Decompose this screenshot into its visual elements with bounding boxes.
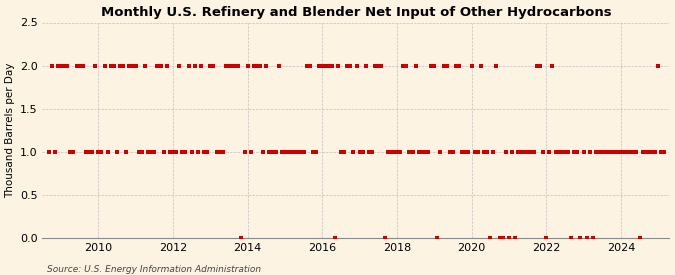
Y-axis label: Thousand Barrels per Day: Thousand Barrels per Day: [5, 63, 16, 198]
Text: Source: U.S. Energy Information Administration: Source: U.S. Energy Information Administ…: [47, 265, 261, 274]
Title: Monthly U.S. Refinery and Blender Net Input of Other Hydrocarbons: Monthly U.S. Refinery and Blender Net In…: [101, 6, 611, 18]
